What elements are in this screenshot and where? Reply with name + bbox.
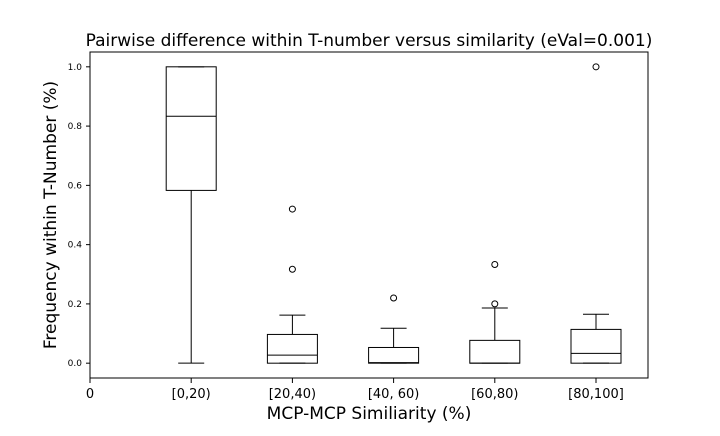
iqr-box [165,66,217,191]
iqr-box [368,346,420,364]
outlier-point [288,265,296,273]
iqr-box [469,339,521,364]
y-tick-label: 0.4 [68,241,83,251]
chart-title: Pairwise difference within T-number vers… [86,31,653,51]
x-tick-label: 0 [86,387,94,402]
iqr-box [266,333,318,364]
x-tick-label: [0,20) [172,387,211,402]
outlier-point [390,294,398,302]
x-tick-label: [80,100] [568,387,624,402]
y-tick-label: 0.0 [68,359,83,369]
y-tick-label: 0.6 [68,181,83,191]
x-tick-label: [20,40) [269,387,316,402]
iqr-box [570,328,622,364]
outlier-point [288,205,296,213]
outlier-point [491,260,499,268]
outlier-point [491,300,499,308]
x-axis-label: MCP-MCP Similiarity (%) [267,404,472,424]
y-tick-label: 0.2 [68,300,82,310]
y-tick-label: 1.0 [68,63,83,73]
plot-area-frame [89,51,649,379]
outlier-point [592,63,600,71]
y-axis-label: Frequency within T-Number (%) [41,81,61,349]
x-tick-label: [40, 60) [368,387,420,402]
y-tick-label: 0.8 [68,122,83,132]
x-tick-label: [60,80) [471,387,518,402]
chart-marks: 0.0 0.2 0.4 0.6 0.8 1.0 0 [0,20) [20,40) [40, 60)… [68,63,624,402]
